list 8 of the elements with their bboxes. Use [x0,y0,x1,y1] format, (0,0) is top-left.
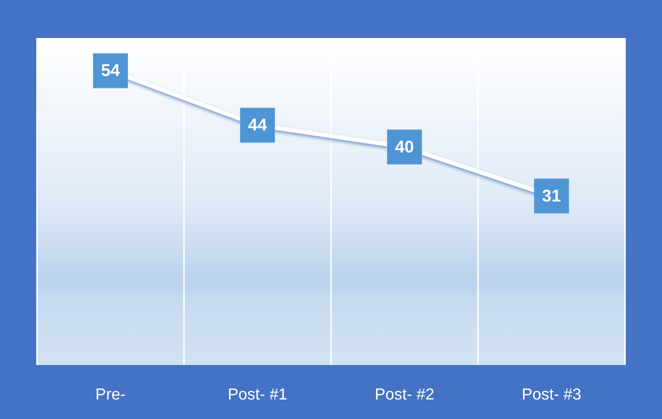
data-label: 54 [101,61,120,80]
data-label: 40 [395,138,414,156]
data-label: 31 [542,186,561,206]
data-label: 44 [248,116,268,135]
x-tick-label: Post- #1 [228,386,288,404]
x-tick-label: Post- #2 [374,386,434,404]
x-tick-label: Post- #3 [522,386,582,404]
x-tick-label: Pre- [95,386,126,404]
